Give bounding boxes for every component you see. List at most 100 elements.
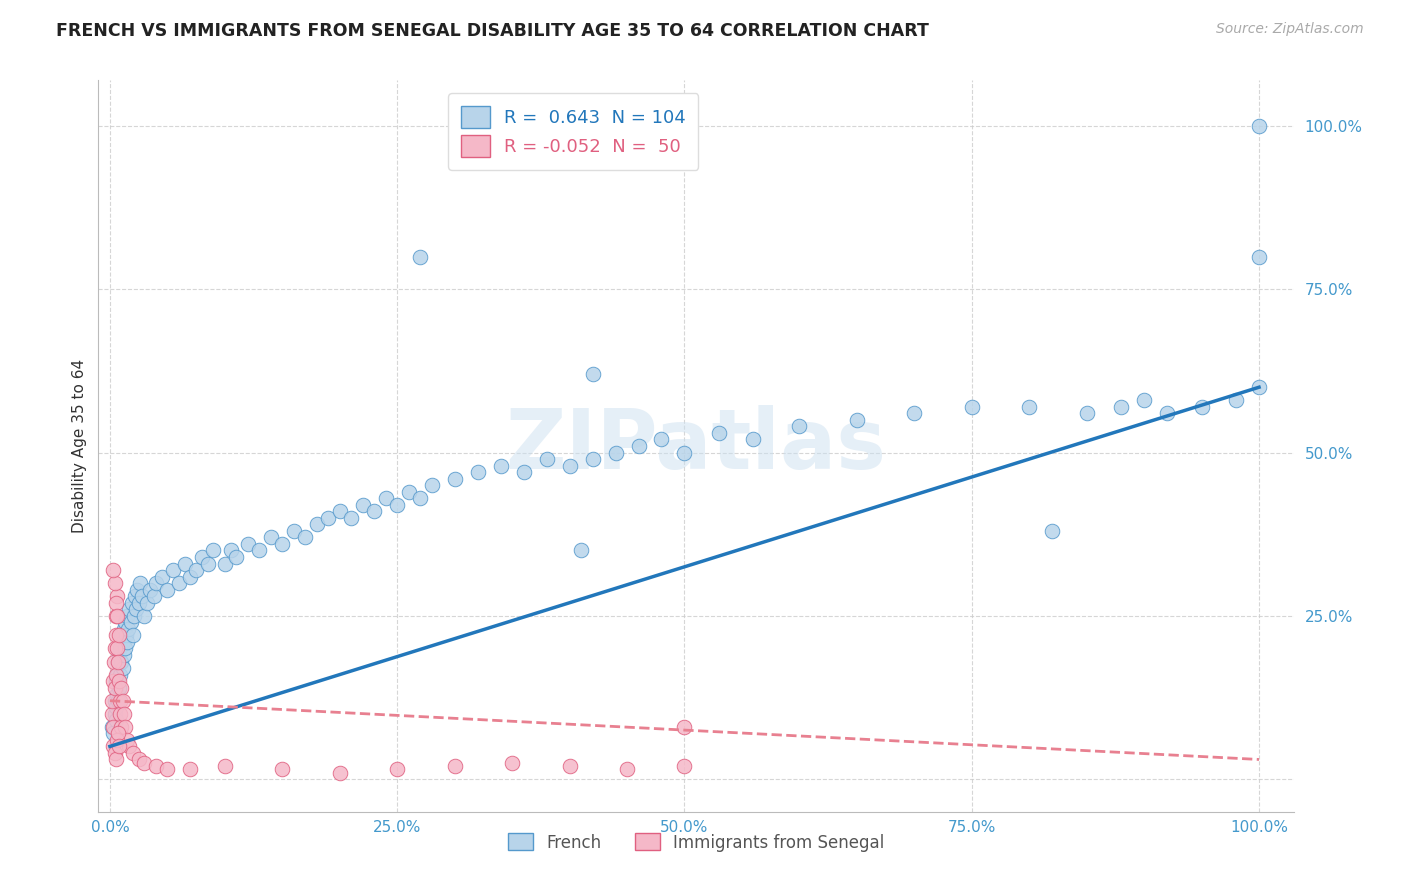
Point [581,452,603,467]
Point [1076,406,1098,420]
Point [122,628,145,642]
Point [374,491,396,506]
Point [1018,400,1040,414]
Point [489,458,512,473]
Text: ZIPatlas: ZIPatlas [506,406,886,486]
Point [512,465,534,479]
Point [115,608,138,623]
Point [167,576,190,591]
Point [105,641,128,656]
Point [903,406,925,420]
Point [108,648,131,662]
Point [110,667,132,681]
Point [122,746,145,760]
Point [107,628,129,642]
Point [125,602,148,616]
Point [104,700,127,714]
Point [673,759,696,773]
Point [673,445,696,459]
Point [340,511,363,525]
Point [569,543,592,558]
Point [960,400,983,414]
Point [409,250,432,264]
Point [114,641,136,656]
Point [114,615,136,630]
Point [110,641,132,656]
Point [112,706,135,721]
Point [134,756,156,770]
Point [101,694,124,708]
Point [197,557,219,571]
Point [501,756,523,770]
Point [111,694,134,708]
Point [121,596,143,610]
Point [103,576,125,591]
Point [385,498,409,512]
Point [789,419,811,434]
Point [191,549,214,564]
Point [127,582,149,597]
Point [156,762,179,776]
Point [202,543,225,558]
Point [536,452,558,467]
Text: Source: ZipAtlas.com: Source: ZipAtlas.com [1216,22,1364,37]
Point [114,720,136,734]
Point [145,576,167,591]
Point [283,524,305,538]
Point [162,563,184,577]
Point [117,622,139,636]
Point [107,694,129,708]
Point [179,762,201,776]
Point [316,511,339,525]
Point [742,433,765,447]
Point [142,589,165,603]
Point [398,484,420,499]
Point [673,720,696,734]
Point [385,762,409,776]
Point [103,746,125,760]
Point [845,413,868,427]
Point [104,714,127,728]
Point [236,537,259,551]
Point [105,608,128,623]
Text: FRENCH VS IMMIGRANTS FROM SENEGAL DISABILITY AGE 35 TO 64 CORRELATION CHART: FRENCH VS IMMIGRANTS FROM SENEGAL DISABI… [56,22,929,40]
Point [115,628,138,642]
Point [124,589,146,603]
Point [443,472,465,486]
Point [104,641,127,656]
Point [616,762,638,776]
Point [467,465,489,479]
Point [145,759,167,773]
Point [101,720,124,734]
Point [128,576,150,591]
Point [111,635,134,649]
Point [101,720,124,734]
Point [156,582,179,597]
Point [110,655,132,669]
Point [352,498,374,512]
Point [112,648,135,662]
Legend: French, Immigrants from Senegal: French, Immigrants from Senegal [501,827,891,858]
Point [131,589,153,603]
Point [110,706,132,721]
Point [105,732,128,747]
Point [105,667,128,681]
Point [1225,393,1247,408]
Point [1247,119,1270,133]
Point [214,557,236,571]
Point [103,694,125,708]
Point [179,569,201,583]
Point [128,596,150,610]
Point [110,720,132,734]
Point [581,367,603,381]
Point [103,655,125,669]
Point [329,504,352,518]
Point [329,765,352,780]
Point [100,706,122,721]
Point [1040,524,1063,538]
Point [173,557,195,571]
Point [118,739,141,754]
Point [107,655,129,669]
Point [103,674,125,689]
Point [558,458,581,473]
